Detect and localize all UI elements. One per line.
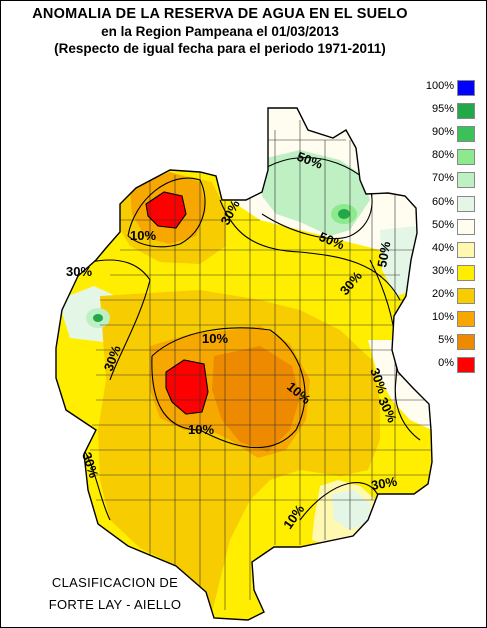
isoline-10-north — [127, 177, 206, 248]
isoline-0-north — [145, 191, 187, 229]
isoline-10-central — [151, 327, 306, 449]
title-line-1: ANOMALIA DE LA RESERVA DE AGUA EN EL SUE… — [32, 6, 408, 22]
isoline-30-east — [369, 259, 421, 441]
isoline-label: 10% — [188, 422, 214, 437]
classification-credit: CLASIFICACION DE FORTE LAY - AIELLO — [30, 572, 200, 616]
isoline-label: 10% — [202, 331, 228, 346]
title-line-3: (Respecto de igual fecha para el periodo… — [54, 41, 386, 56]
credit-line-1: CLASIFICACION DE — [51, 575, 179, 590]
zone-dry-core-central — [166, 360, 208, 414]
title-line-2: en la Region Pampeana el 01/03/2013 — [101, 24, 339, 39]
map-title: ANOMALIA DE LA RESERVA DE AGUA EN EL SUE… — [0, 6, 440, 57]
zone-wet-east — [380, 226, 416, 296]
isoline-50-northeast — [249, 156, 373, 240]
isoline-30-southwest — [83, 449, 111, 521]
isoline-30-north — [219, 199, 401, 301]
isoline-label: 50% — [374, 240, 393, 269]
district-boundaries — [90, 108, 432, 620]
isoline-label: 30% — [66, 264, 92, 279]
zone-very-wet-west-core — [93, 314, 103, 322]
zone-deep-central — [212, 346, 300, 452]
isoline-label: 30% — [370, 474, 399, 493]
zone-very-wet-northeast-core — [338, 209, 350, 219]
zone-dry-core-north — [146, 192, 186, 228]
credit-line-2: FORTE LAY - AIELLO — [48, 597, 182, 612]
isoline-0-central — [165, 359, 209, 415]
isoline-label: 10% — [130, 228, 156, 243]
